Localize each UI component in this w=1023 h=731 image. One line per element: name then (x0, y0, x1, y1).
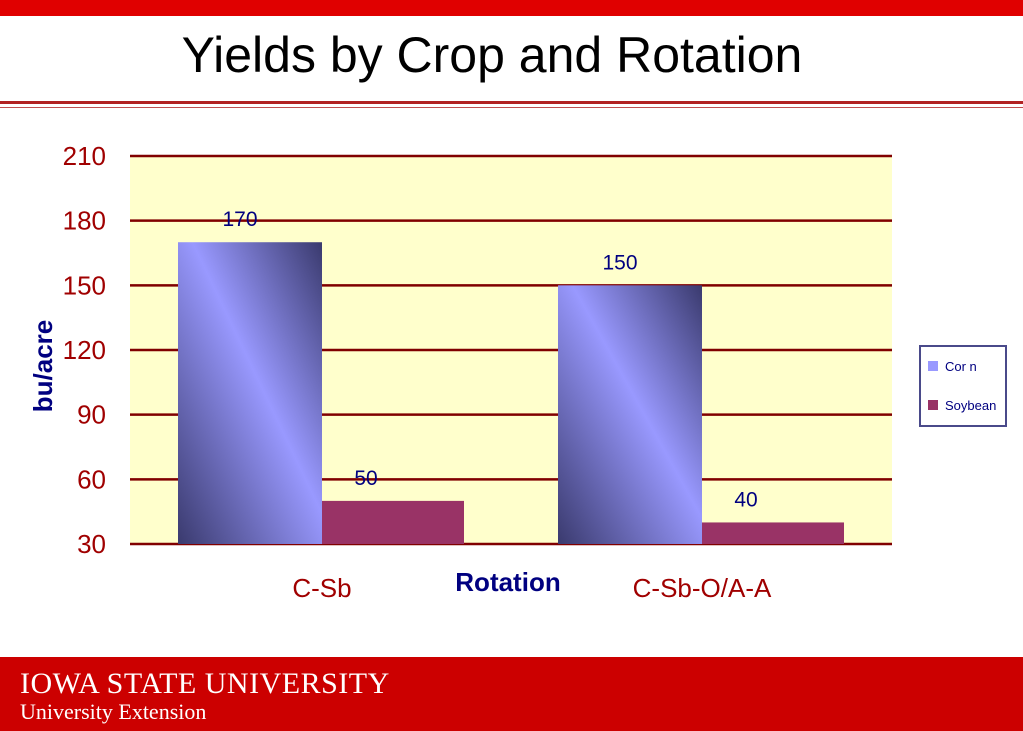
y-tick-label: 60 (77, 464, 106, 494)
y-tick-label: 150 (63, 270, 106, 300)
y-tick-label: 90 (77, 400, 106, 430)
legend-box (919, 345, 1007, 427)
title-divider-thin (0, 107, 1023, 108)
page-title: Yields by Crop and Rotation (181, 27, 803, 83)
y-tick-label: 180 (63, 206, 106, 236)
legend-swatch (928, 400, 938, 410)
top-red-bar (0, 0, 1023, 16)
data-label: 40 (734, 488, 757, 511)
footer-extension-name: University Extension (20, 699, 207, 724)
x-tick-label: C-Sb (292, 573, 351, 603)
y-tick-label: 210 (63, 141, 106, 171)
data-label: 50 (354, 467, 377, 490)
bar-chart: 170 50 150 40 210 180 150 120 90 60 30 C-Sb C-Sb-O/… (28, 141, 1007, 603)
footer-bar: IOWA STATE UNIVERSITY University Extensi… (0, 657, 1023, 731)
soybean-bar (322, 500, 464, 544)
title-divider (0, 101, 1023, 104)
y-axis-title: bu/acre (28, 320, 58, 413)
x-axis-title: Rotation (455, 567, 560, 597)
legend-label: Cor n (945, 359, 977, 374)
y-tick-label: 120 (63, 335, 106, 365)
data-label: 170 (222, 208, 257, 231)
legend-label: Soybean (945, 398, 996, 413)
soybean-bar (702, 522, 844, 544)
legend-swatch (928, 361, 938, 371)
footer-university-name: IOWA STATE UNIVERSITY (20, 667, 390, 700)
data-label: 150 (602, 251, 637, 274)
x-tick-label: C-Sb-O/A-A (633, 573, 772, 603)
corn-bar (558, 285, 702, 544)
y-tick-label: 30 (77, 529, 106, 559)
corn-bar (178, 242, 322, 544)
